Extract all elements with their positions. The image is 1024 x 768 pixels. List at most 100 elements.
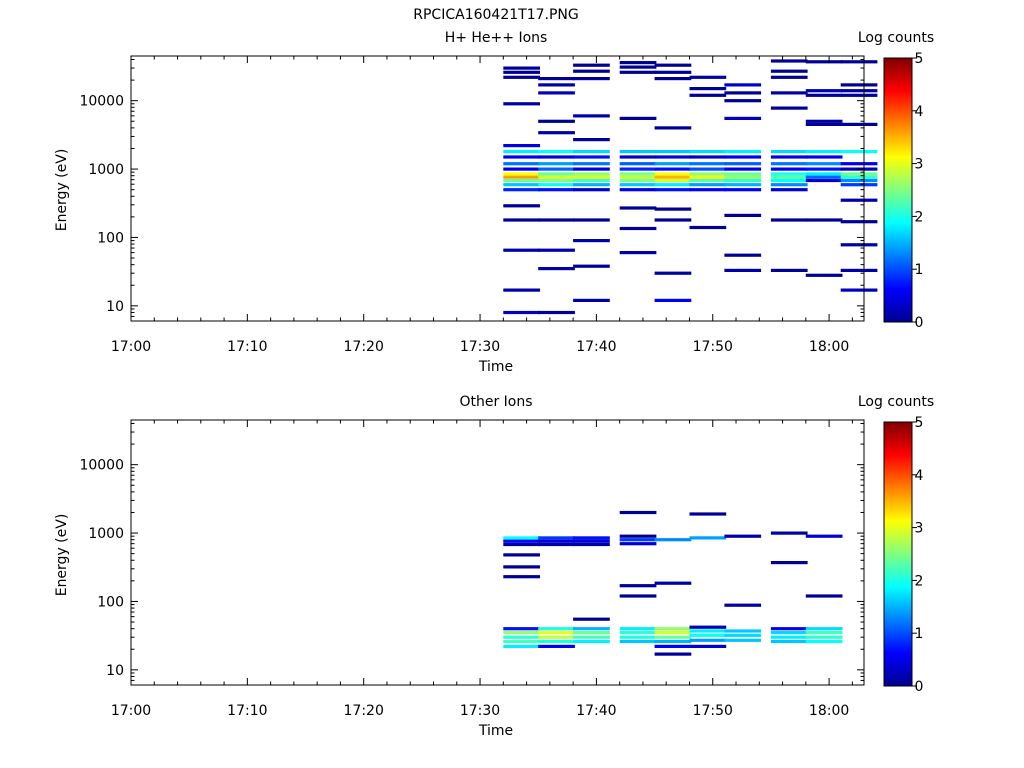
heatmap-cell bbox=[654, 652, 692, 656]
heatmap-cell bbox=[654, 631, 692, 635]
heatmap-cell bbox=[573, 114, 610, 118]
heatmap-cell bbox=[619, 183, 657, 187]
heatmap-cell bbox=[573, 539, 610, 543]
x-axis-label: Time bbox=[478, 359, 513, 375]
heatmap-cell bbox=[654, 218, 692, 222]
heatmap-cell bbox=[619, 65, 657, 69]
heatmap-cell bbox=[619, 534, 657, 538]
heatmap-cell bbox=[573, 178, 610, 183]
colorbar-tick-label: 4 bbox=[915, 104, 924, 120]
heatmap-cell bbox=[724, 116, 762, 120]
colorbar-tick-label: 0 bbox=[915, 315, 924, 331]
heatmap-cell bbox=[770, 155, 808, 159]
plot-frame bbox=[130, 55, 865, 322]
heatmap-cell bbox=[503, 167, 540, 171]
heatmap-cell bbox=[805, 89, 843, 93]
heatmap-cell bbox=[538, 77, 575, 81]
heatmap-cell bbox=[573, 63, 610, 67]
heatmap-cell bbox=[573, 155, 610, 159]
heatmap-cell bbox=[770, 561, 808, 565]
colorbar-tick-label: 2 bbox=[915, 209, 924, 225]
heatmap-cell bbox=[770, 268, 808, 272]
heatmap-cell bbox=[503, 218, 540, 222]
heatmap-cell bbox=[503, 150, 540, 154]
heatmap-cell bbox=[619, 226, 657, 231]
heatmap-cell bbox=[805, 167, 843, 171]
colorbar-tick-label: 1 bbox=[915, 262, 924, 278]
heatmap-cell bbox=[573, 218, 610, 222]
heatmap-cell bbox=[573, 239, 610, 243]
x-tick-label: 17:00 bbox=[111, 339, 151, 355]
heatmap-cell bbox=[770, 75, 808, 79]
heatmap-cell bbox=[805, 155, 843, 159]
heatmap-cell bbox=[538, 542, 575, 547]
colorbar bbox=[883, 421, 913, 687]
heatmap-cell bbox=[503, 66, 540, 70]
heatmap-cell bbox=[689, 644, 727, 648]
heatmap-cell bbox=[538, 248, 575, 252]
heatmap-cell bbox=[840, 89, 878, 93]
heatmap-cell bbox=[840, 122, 878, 126]
heatmap-cell bbox=[538, 539, 575, 543]
heatmap-cell bbox=[654, 188, 692, 192]
heatmap-cell bbox=[654, 175, 692, 179]
heatmap-cell bbox=[619, 188, 657, 192]
heatmap-cell bbox=[724, 178, 762, 183]
heatmap-cell bbox=[503, 175, 540, 179]
heatmap-cell bbox=[573, 188, 610, 192]
y-axis-label: Energy (eV) bbox=[54, 514, 70, 597]
x-tick-label: 17:30 bbox=[460, 339, 500, 355]
heatmap-cell bbox=[770, 635, 808, 639]
heatmap-cell bbox=[689, 183, 727, 187]
heatmap-cell bbox=[503, 288, 540, 292]
heatmap-cell bbox=[503, 539, 540, 543]
heatmap-cell bbox=[503, 644, 540, 648]
colorbar-tick-label: 5 bbox=[915, 51, 924, 67]
heatmap-cell bbox=[770, 183, 808, 187]
colorbar-ticks: 0 1 2 3 4 5 bbox=[912, 51, 924, 331]
heatmap-cell bbox=[840, 220, 878, 224]
heatmap-cell bbox=[538, 175, 575, 179]
colorbar-tick-label: 4 bbox=[915, 468, 924, 484]
heatmap-cell bbox=[619, 175, 657, 179]
heatmap-cell bbox=[840, 288, 878, 292]
heatmap-cell bbox=[689, 167, 727, 171]
heatmap-cell bbox=[840, 198, 878, 202]
heatmap-cell bbox=[619, 631, 657, 635]
heatmap-cell bbox=[619, 627, 657, 631]
heatmap-cell bbox=[573, 172, 610, 176]
heatmap-cell bbox=[654, 70, 692, 74]
heatmap-cell bbox=[805, 639, 843, 644]
heatmap-cell bbox=[724, 172, 762, 176]
heatmap-cell bbox=[538, 150, 575, 154]
heatmap-cell bbox=[619, 162, 657, 166]
heatmap-cell bbox=[724, 629, 762, 633]
colorbar-ticks: 0 1 2 3 4 5 bbox=[912, 415, 924, 695]
heatmap-cell bbox=[770, 172, 808, 176]
heatmap-cell bbox=[770, 188, 808, 192]
heatmap-cell bbox=[573, 77, 610, 81]
colorbar-tick-label: 2 bbox=[915, 573, 924, 589]
heatmap-cell bbox=[503, 162, 540, 166]
heatmap-cell bbox=[503, 75, 540, 79]
heatmap-cell bbox=[619, 61, 657, 65]
x-tick-label: 17:40 bbox=[576, 703, 616, 719]
heatmap-cell bbox=[770, 91, 808, 95]
heatmap-cell bbox=[503, 102, 540, 106]
heatmap-cell bbox=[538, 167, 575, 171]
heatmap-cell bbox=[619, 594, 657, 598]
x-tick-label: 17:50 bbox=[693, 703, 733, 719]
heatmap-cell bbox=[503, 248, 540, 252]
panel-other-ions: Other Ions Log counts 17:00 17:10 17:20 17:… bbox=[54, 394, 934, 739]
heatmap-cell bbox=[654, 207, 692, 211]
heatmap-cell bbox=[503, 631, 540, 635]
heatmap-cell bbox=[503, 310, 540, 315]
heatmap-cell bbox=[840, 243, 878, 247]
heatmap-cell bbox=[724, 150, 762, 154]
heatmap-cell bbox=[538, 131, 575, 135]
heatmap-cell bbox=[538, 635, 575, 639]
heatmap-cell bbox=[538, 119, 575, 123]
heatmap-cell bbox=[538, 172, 575, 176]
heatmap-cell bbox=[840, 178, 878, 183]
heatmap-cell bbox=[770, 59, 808, 63]
